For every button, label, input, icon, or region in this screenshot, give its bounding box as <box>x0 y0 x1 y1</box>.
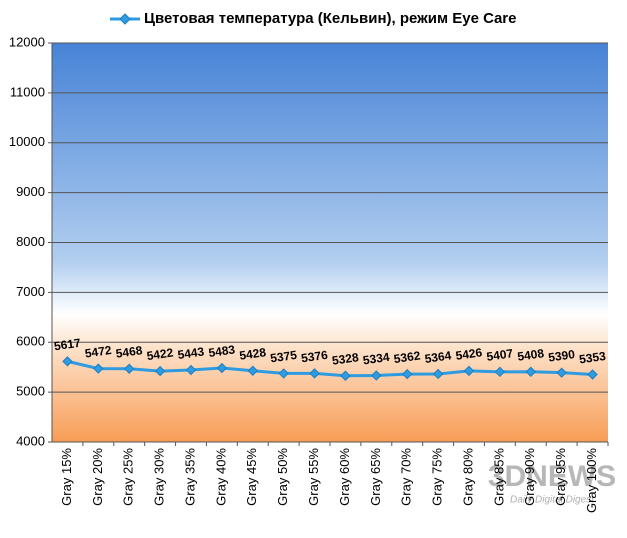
data-label: 5407 <box>486 346 515 364</box>
y-tick-label: 5000 <box>16 384 45 399</box>
data-label: 5328 <box>331 350 360 368</box>
y-tick-label: 4000 <box>16 433 45 448</box>
data-label: 5364 <box>424 348 453 366</box>
x-tick-label: Gray 55% <box>306 448 321 506</box>
data-point <box>432 368 444 380</box>
x-tick-label: Gray 25% <box>121 448 136 506</box>
x-tick-label: Gray 75% <box>430 448 445 506</box>
x-tick-label: Gray 20% <box>90 448 105 506</box>
data-label: 5376 <box>300 348 329 366</box>
x-tick-label: Gray 80% <box>460 448 475 506</box>
data-point <box>124 363 135 374</box>
data-point <box>247 365 258 376</box>
data-point <box>494 366 506 378</box>
data-point <box>525 366 536 377</box>
data-label: 5390 <box>547 347 576 365</box>
data-label: 5483 <box>208 342 237 360</box>
data-point <box>463 365 475 377</box>
x-tick-label: Gray 50% <box>275 448 290 506</box>
y-tick-label: 8000 <box>16 234 45 249</box>
x-tick-label: Gray 45% <box>244 448 259 506</box>
x-tick-label: Gray 65% <box>368 448 383 506</box>
y-tick-label: 9000 <box>16 184 45 199</box>
x-tick-label: Gray 15% <box>59 448 74 506</box>
data-label: 5472 <box>84 343 113 361</box>
x-tick-label: Gray 95% <box>553 448 568 506</box>
data-label: 5422 <box>146 345 175 363</box>
data-point <box>340 370 351 381</box>
y-tick-label: 7000 <box>16 284 45 299</box>
x-tick-label: Gray 60% <box>337 448 352 506</box>
y-tick-label: 10000 <box>9 134 45 149</box>
data-label: 5353 <box>578 349 607 367</box>
data-label: 5408 <box>516 346 545 364</box>
data-point <box>278 368 289 379</box>
data-point <box>185 364 197 376</box>
data-point <box>556 367 567 378</box>
data-label: 5426 <box>455 345 484 363</box>
data-label: 5375 <box>269 348 298 366</box>
data-point <box>587 369 598 380</box>
legend: Цветовая температура (Кельвин), режим Ey… <box>110 10 516 27</box>
data-label: 5428 <box>238 345 267 363</box>
x-tick-label: Gray 35% <box>182 448 197 506</box>
x-tick-label: Gray 70% <box>399 448 414 506</box>
x-tick-label: Gray 40% <box>213 448 228 506</box>
data-point <box>93 363 104 374</box>
data-label: 5443 <box>177 344 206 362</box>
data-label: 5362 <box>393 348 422 366</box>
legend-marker <box>119 13 131 25</box>
y-tick-label: 11000 <box>10 84 45 99</box>
data-label: 5334 <box>362 350 391 368</box>
data-point <box>154 365 166 377</box>
x-tick-label: Gray 90% <box>522 448 537 506</box>
data-point <box>62 356 73 367</box>
data-point <box>309 368 320 379</box>
x-tick-label: Gray 100% <box>584 448 599 513</box>
watermark-tagline: Daily Digital Digest <box>510 495 595 506</box>
data-point <box>216 362 228 374</box>
x-tick-label: Gray 30% <box>152 448 167 506</box>
data-point <box>402 368 413 380</box>
legend-label: Цветовая температура (Кельвин), режим Ey… <box>144 10 516 27</box>
y-tick-label: 12000 <box>9 34 45 49</box>
data-label: 5617 <box>53 336 82 354</box>
watermark-logo: 3DNEWS <box>488 460 616 493</box>
data-point <box>371 370 382 381</box>
y-tick-label: 6000 <box>16 334 45 349</box>
data-label: 5468 <box>115 343 144 361</box>
x-tick-label: Gray 85% <box>491 448 506 506</box>
